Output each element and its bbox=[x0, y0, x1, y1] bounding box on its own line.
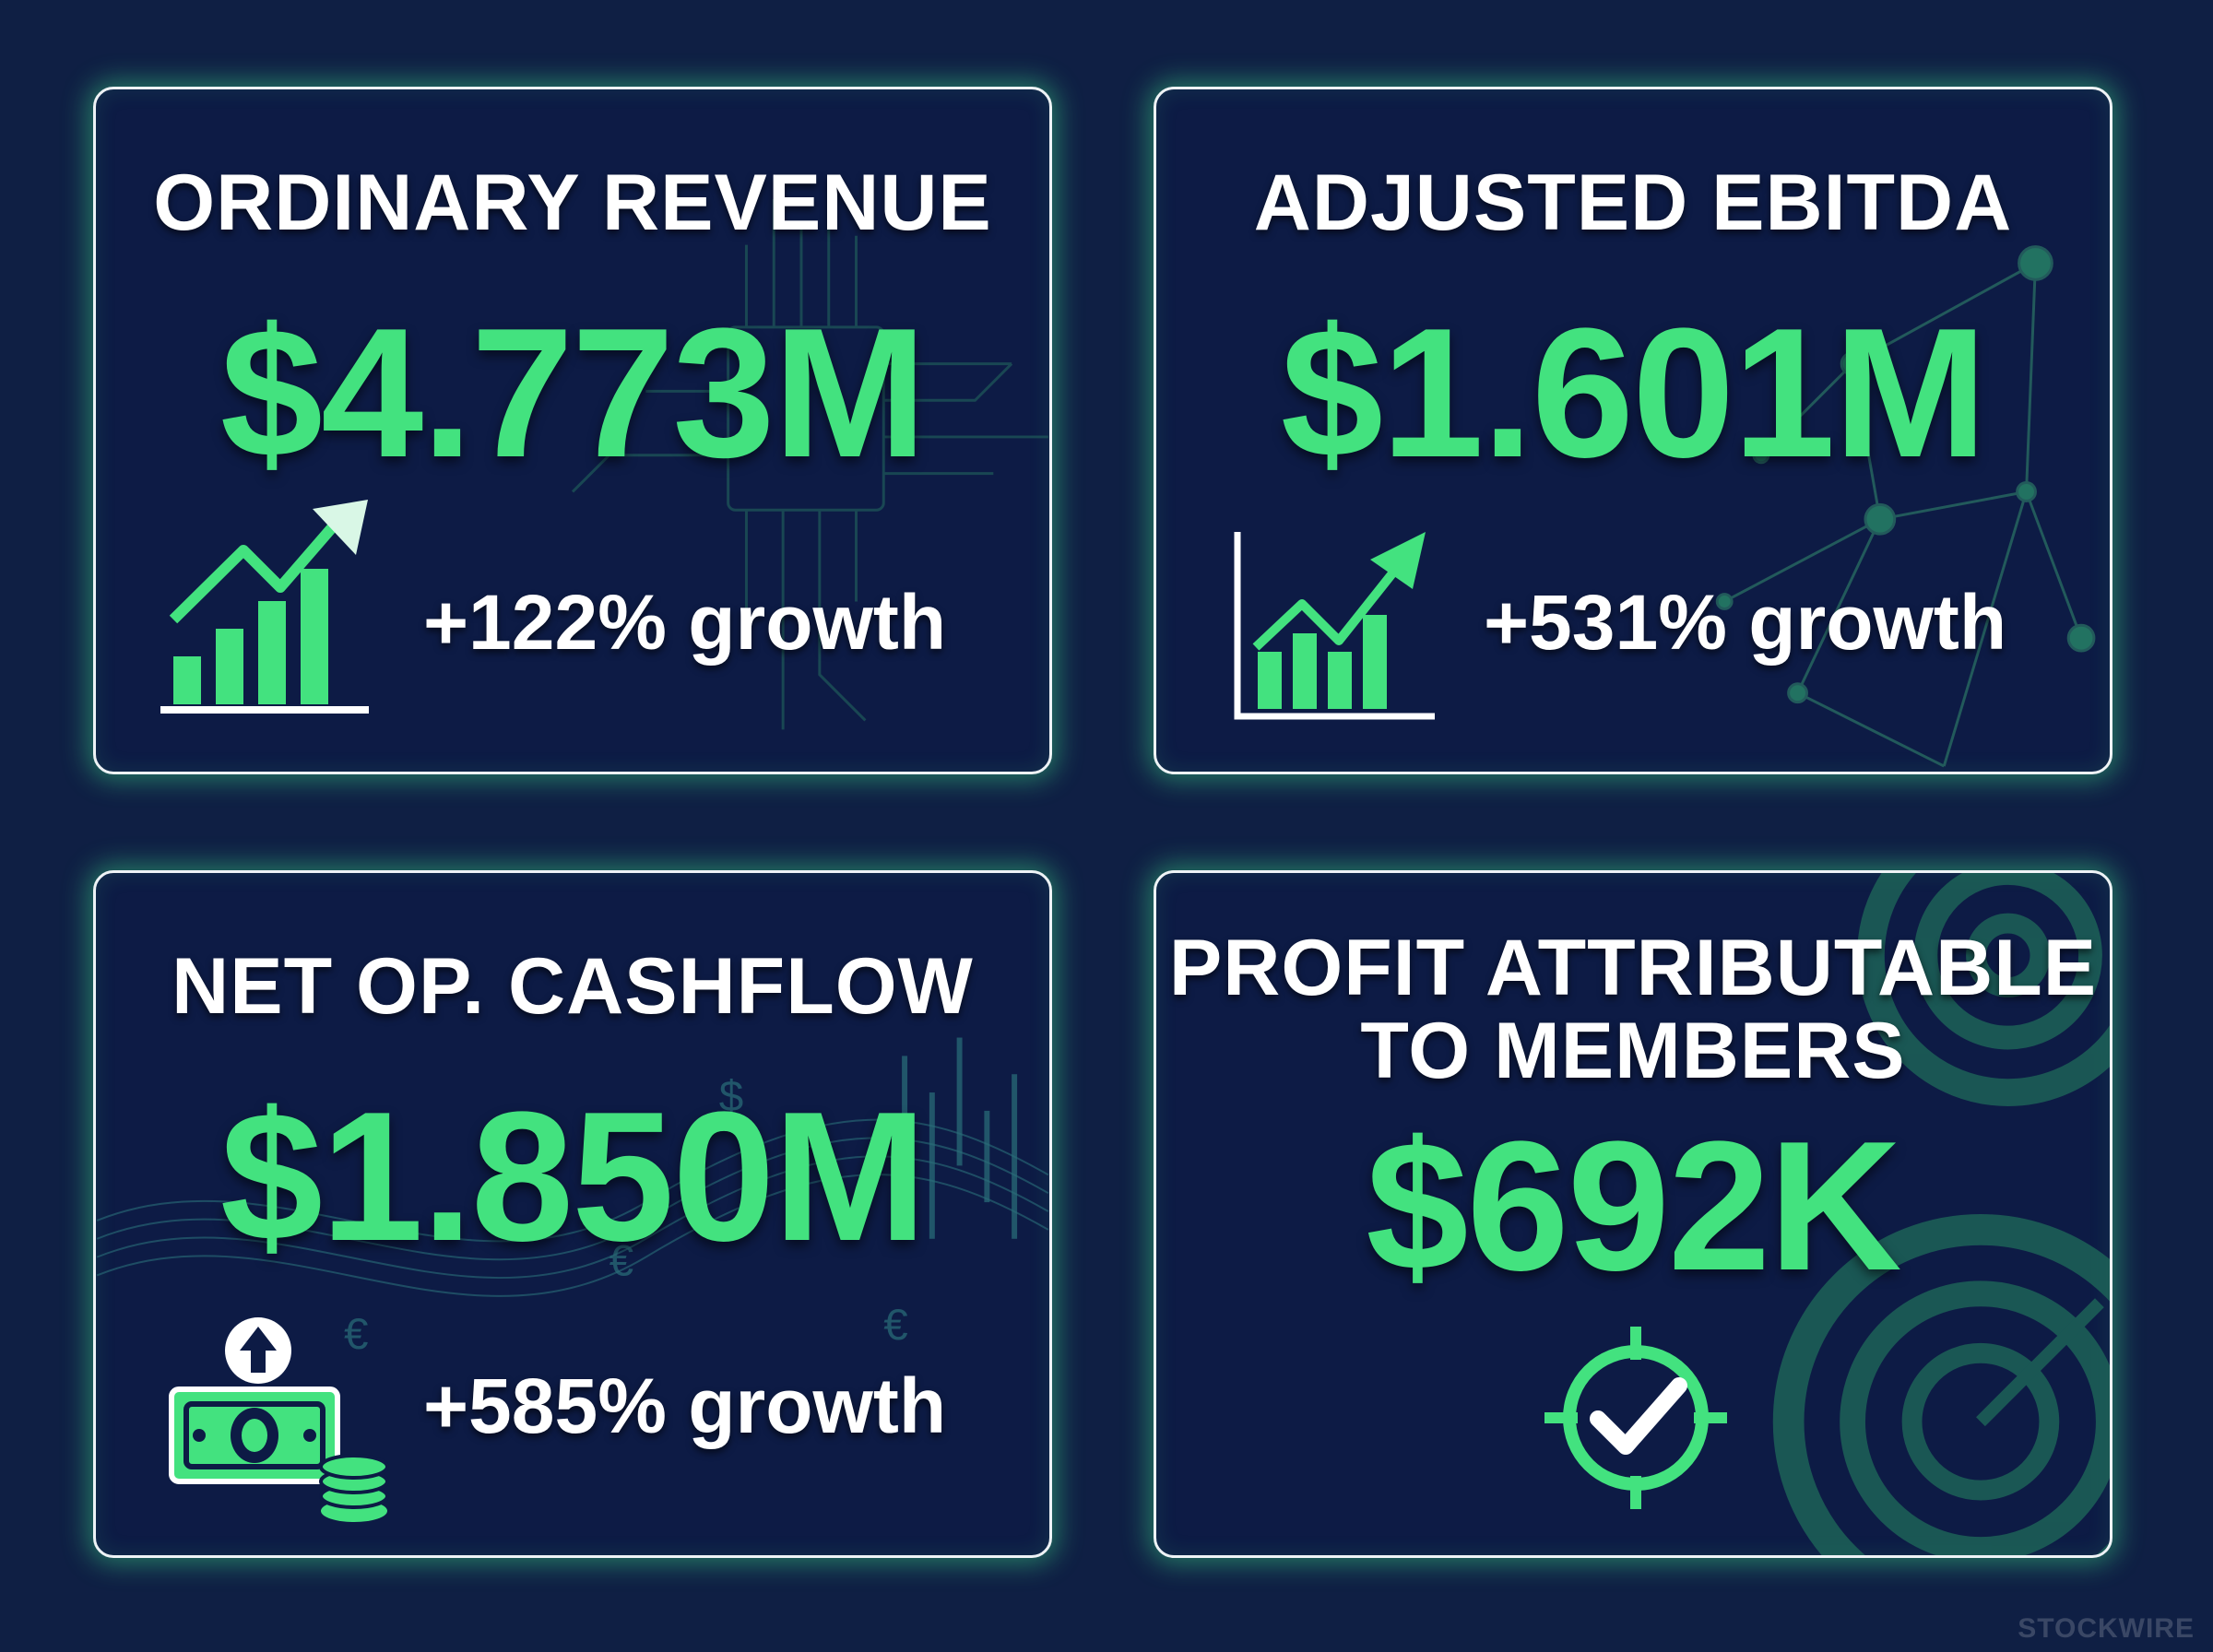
watermark: STOCKWIRE bbox=[2018, 1613, 2195, 1644]
growth-label: +122% growth bbox=[423, 579, 947, 666]
card-title: PROFIT ATTRIBUTABLE TO MEMBERS bbox=[1156, 926, 2110, 1093]
growth-label: +531% growth bbox=[1484, 579, 2007, 666]
svg-text:€: € bbox=[883, 1301, 907, 1350]
adjusted-ebitda-card: ADJUSTED EBITDA $1.601M +531% growth bbox=[1154, 87, 2112, 774]
target-check-icon bbox=[1544, 1327, 1727, 1509]
profit-attributable-card: PROFIT ATTRIBUTABLE TO MEMBERS $692K bbox=[1154, 870, 2112, 1558]
card-title-line2: TO MEMBERS bbox=[1360, 1007, 1906, 1096]
card-title: ORDINARY REVENUE bbox=[153, 159, 992, 247]
net-op-cashflow-card: $ € € € NET OP. CASHFLOW $1.850M +585% g… bbox=[93, 870, 1052, 1558]
card-title: ADJUSTED EBITDA bbox=[1253, 159, 2013, 247]
card-value: $692K bbox=[1366, 1103, 1901, 1309]
card-title: NET OP. CASHFLOW bbox=[172, 942, 974, 1031]
card-value: $1.850M bbox=[219, 1074, 927, 1280]
line-chart-growth-icon bbox=[1234, 532, 1435, 720]
card-value: $4.773M bbox=[219, 290, 927, 496]
card-value: $1.601M bbox=[1280, 290, 1987, 496]
ordinary-revenue-card: ORDINARY REVENUE $4.773M +122% growth bbox=[93, 87, 1052, 774]
growth-label: +585% growth bbox=[423, 1363, 947, 1449]
cash-stack-icon bbox=[169, 1317, 389, 1522]
card-title-line1: PROFIT ATTRIBUTABLE bbox=[1168, 924, 2098, 1012]
bar-chart-growth-icon bbox=[160, 500, 369, 714]
